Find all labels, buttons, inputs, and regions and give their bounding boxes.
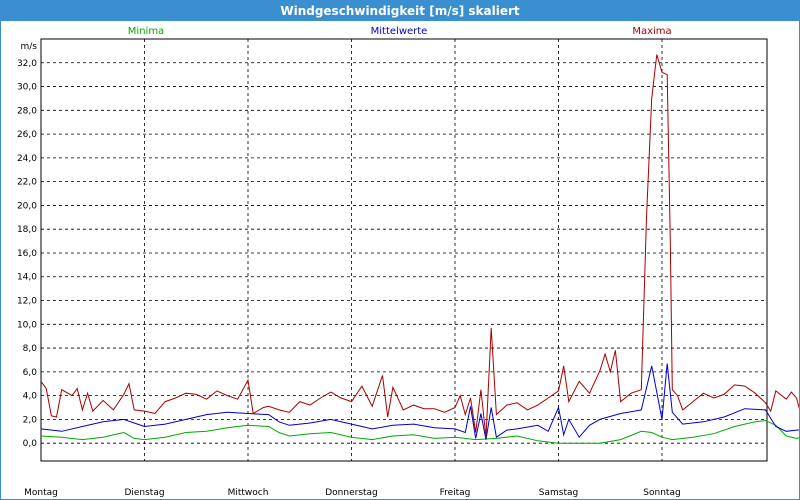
chart-area: 0,0 2,0 4,0 6,0 8,0 10,0 12,0 14,0 16,0 18,0 20,0 2… [17,26,799,498]
plot-frame [40,38,768,462]
x-tick-weekday: Samstag [539,488,578,498]
series-line-maxima [40,54,799,438]
y-tick-label: 0,0 [23,439,38,449]
y-tick-label: 30,0 [17,83,37,93]
legend-item-maxima: Maxima [632,26,671,37]
y-tick-label: 28,0 [17,106,37,116]
legend-item-mittelwerte: Mittelwerte [371,26,428,37]
x-tick-labels: Montag07.09.20Dienstag08.09.20Mittwoch09… [24,488,681,498]
y-axis-label: m/s [21,42,38,52]
y-tick-label: 14,0 [17,273,37,283]
y-tick-label: 8,0 [23,344,38,354]
series-line-minima [40,420,799,444]
y-tick-label: 2,0 [23,415,38,425]
y-tick-label: 24,0 [17,154,37,164]
y-tick-label: 32,0 [17,59,37,69]
legend-item-minima: Minima [128,26,164,37]
y-tick-label: 20,0 [17,201,37,211]
grid-lines [40,38,768,462]
y-tick-label: 10,0 [17,320,37,330]
window-title: Windgeschwindigkeit [m/s] skaliert [1,1,799,21]
x-tick-weekday: Mittwoch [228,488,269,498]
y-tick-label: 18,0 [17,225,37,235]
y-tick-label: 16,0 [17,249,37,259]
x-tick-weekday: Dienstag [124,488,164,498]
y-tick-label: 12,0 [17,297,37,307]
y-tick-label: 6,0 [23,368,38,378]
y-tick-labels: 0,0 2,0 4,0 6,0 8,0 10,0 12,0 14,0 16,0 18,0 20,0 2… [17,42,37,449]
x-tick-weekday: Sonntag [643,488,680,498]
x-tick-weekday: Montag [24,488,58,498]
x-tick-weekday: Freitag [440,488,471,498]
y-tick-label: 4,0 [23,392,38,402]
series-lines [40,54,799,444]
series-line-mittelwerte [40,363,799,440]
y-tick-label: 26,0 [17,130,37,140]
legend: Minima Mittelwerte Maxima [128,26,672,37]
x-tick-weekday: Donnerstag [325,488,378,498]
y-tick-label: 22,0 [17,178,37,188]
